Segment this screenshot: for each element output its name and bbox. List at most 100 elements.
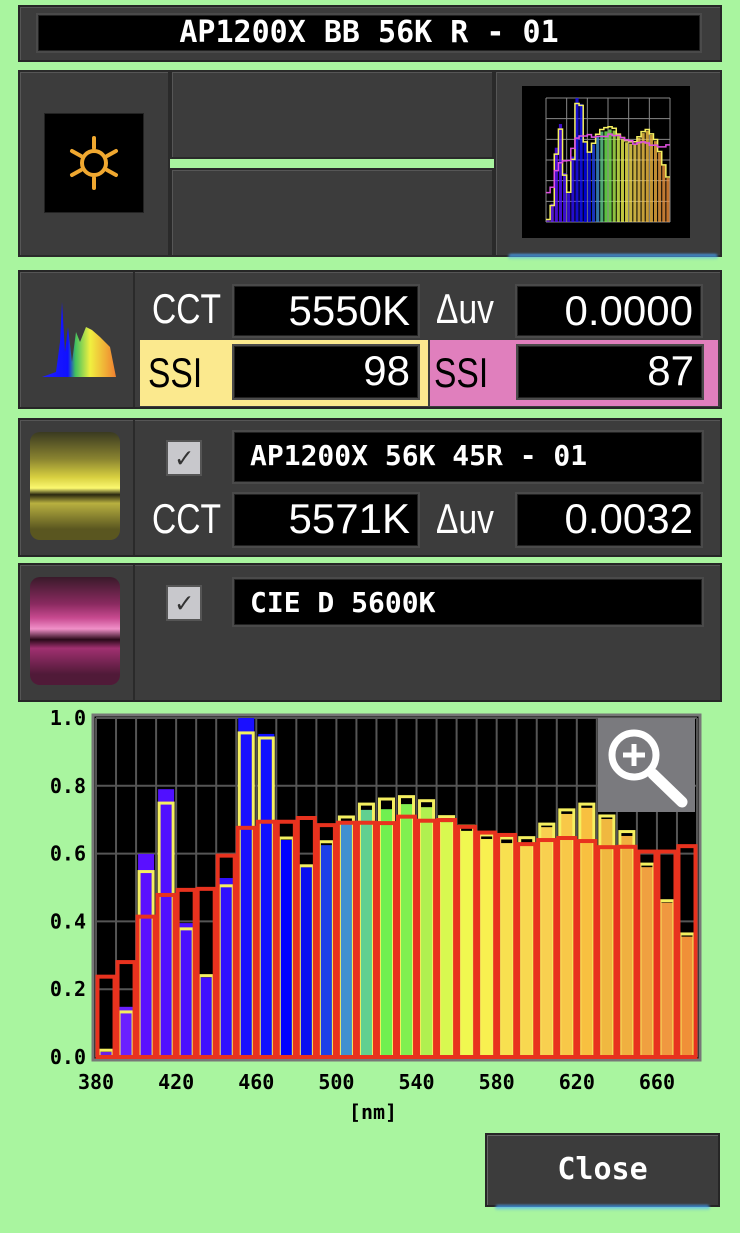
x-tick-label: 380 [78,1070,114,1094]
thumb-bar [653,141,658,222]
thumb-bar [591,144,596,222]
reference-2-bar [396,814,418,1059]
cct-value: 5550K [232,284,420,338]
thumb-bar [645,130,649,222]
y-tick-label: 1.0 [50,706,86,730]
sun-icon-box [44,113,144,213]
thumb-bar [563,173,567,222]
reference-2-checkbox[interactable]: ✓ [166,585,202,621]
thumb-bar [587,152,591,222]
x-tick-label: 580 [479,1070,515,1094]
measured-bar [118,1006,135,1057]
measured-bar [418,807,435,1057]
header-bar: AP1200X BB 56K R - 01 [18,5,722,62]
reference-2-bar [235,825,257,1059]
reference-2-bar [456,824,478,1059]
y-tick-label: 0.0 [50,1045,86,1069]
close-button[interactable]: Close [485,1133,720,1207]
thumb-bar [612,130,616,222]
reference-2-bar [215,853,237,1059]
measured-bar [98,1051,115,1057]
measured-bar [158,789,175,1057]
thumb-bar [608,129,612,222]
measured-bar [578,807,595,1057]
zoom-in-icon [608,729,688,808]
reference-2-bar [476,830,498,1059]
measured-bar [598,819,615,1057]
reference-2-name[interactable]: CIE D 5600K [232,577,704,627]
thumb-bar [575,98,579,222]
measured-bar [558,813,575,1057]
x-tick-label: 500 [318,1070,354,1094]
spectrum-thumbnail-button[interactable] [494,70,722,257]
measured-bar [138,853,155,1057]
reference-2-knob-cell [20,565,135,700]
thumbnail-frame [522,86,690,238]
thumb-bar [571,156,575,222]
measured-bar [378,809,395,1057]
zoom-button[interactable] [598,718,695,812]
thumb-bar [666,177,670,222]
y-tick-label: 0.8 [50,774,86,798]
title-field: AP1200X BB 56K R - 01 [36,13,702,53]
reference-2-bar [335,820,357,1059]
reference-2-color-knob[interactable] [30,577,120,685]
x-tick-label: 540 [398,1070,434,1094]
x-tick-label: 420 [158,1070,194,1094]
y-tick-label: 0.6 [50,842,86,866]
reference-2-bar [255,819,277,1060]
empty-slot-bottom[interactable] [170,168,494,257]
reference-1-checkbox[interactable]: ✓ [166,440,202,476]
thumb-bar [596,136,600,222]
thumb-bar [662,165,666,222]
measured-bar [438,822,455,1057]
ssi-a-label: SSI [148,349,203,396]
cct-label: CCT [152,285,222,332]
measured-bar [518,843,535,1057]
spectrum-icon [42,302,116,377]
reference-2-bar [536,838,558,1059]
light-source-cell[interactable] [18,70,170,257]
thumb-bar [616,136,620,222]
measured-bar [298,867,315,1057]
reference-1-name[interactable]: AP1200X 56K 45R - 01 [232,430,704,484]
reference-2-bar [195,886,217,1059]
reference-2-bar [295,816,317,1059]
x-tick-label: 660 [639,1070,675,1094]
reference-2-bar [516,842,538,1059]
reference-2-bar [496,832,518,1059]
ssi-b-label: SSI [434,349,489,396]
thumb-bar [558,124,563,222]
measured-bar [238,718,255,1057]
thumb-bar [600,131,604,222]
reference-2-bar [275,819,297,1060]
reference-1-panel: ✓ AP1200X 56K 45R - 01 CCT 5571K Δuv 0.0… [18,418,722,557]
thumb-bar [658,152,662,222]
reference-2-bar [616,844,638,1059]
measured-bar [318,845,335,1057]
measured-bar [658,902,675,1057]
reference-2-bar [355,820,377,1059]
reference-2-bar [95,974,117,1060]
reference-1-color-knob[interactable] [30,432,120,540]
thumb-bar [550,203,554,222]
thumb-bar [625,142,629,222]
sun-icon [70,136,118,190]
thumb-bar [604,131,608,222]
reference-2-bar [155,892,177,1059]
measured-bar [358,809,375,1057]
measured-bar [278,840,295,1057]
y-tick-label: 0.4 [50,909,86,933]
thumb-bar [641,133,645,222]
reference-2-bar [656,849,678,1059]
duv-label: Δuv [436,285,494,332]
reference-2-bar [676,844,698,1059]
thumb-bar [649,134,653,222]
thumb-bar [567,192,571,222]
thumb-bar [546,220,550,222]
reference-2-bar [135,914,157,1059]
reference-2-bar [636,849,658,1059]
measured-bar [398,804,415,1057]
measured-bar [498,843,515,1057]
empty-slot-top[interactable] [170,70,494,159]
